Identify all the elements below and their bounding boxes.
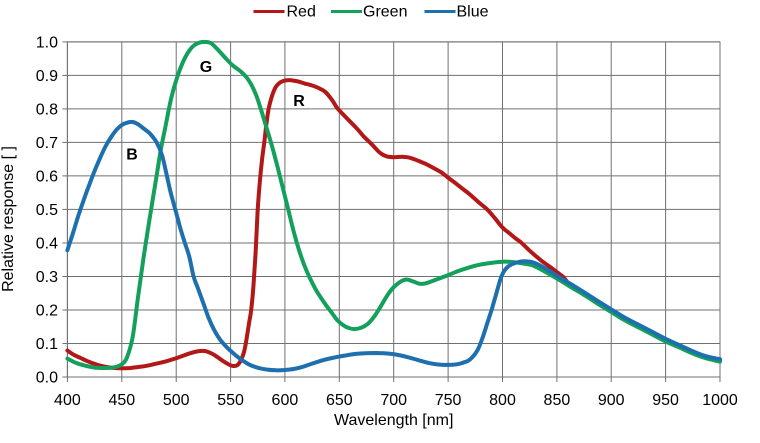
svg-text:600: 600 [272, 392, 299, 409]
svg-text:700: 700 [380, 392, 407, 409]
svg-text:0.2: 0.2 [36, 303, 58, 320]
svg-text:850: 850 [544, 392, 571, 409]
svg-text:650: 650 [326, 392, 353, 409]
svg-text:Green: Green [363, 4, 407, 21]
svg-text:0.1: 0.1 [36, 336, 58, 353]
svg-text:B: B [126, 147, 138, 164]
svg-text:Blue: Blue [457, 4, 489, 21]
svg-text:0.9: 0.9 [36, 68, 58, 85]
svg-text:950: 950 [652, 392, 679, 409]
svg-text:0.7: 0.7 [36, 135, 58, 152]
svg-text:750: 750 [435, 392, 462, 409]
svg-text:0.3: 0.3 [36, 269, 58, 286]
svg-text:0.8: 0.8 [36, 102, 58, 119]
svg-text:800: 800 [489, 392, 516, 409]
svg-text:550: 550 [217, 392, 244, 409]
svg-text:G: G [200, 59, 212, 76]
svg-text:0.0: 0.0 [36, 370, 58, 387]
svg-text:1000: 1000 [702, 392, 738, 409]
svg-text:400: 400 [54, 392, 81, 409]
svg-text:0.5: 0.5 [36, 202, 58, 219]
svg-text:Relative response [ ]: Relative response [ ] [0, 146, 17, 292]
svg-text:0.4: 0.4 [36, 236, 58, 253]
svg-text:1.0: 1.0 [36, 35, 58, 52]
svg-text:450: 450 [108, 392, 135, 409]
svg-text:Red: Red [287, 4, 316, 21]
svg-text:R: R [293, 93, 305, 110]
svg-text:Wavelength [nm]: Wavelength [nm] [334, 412, 453, 429]
svg-text:500: 500 [163, 392, 190, 409]
svg-text:0.6: 0.6 [36, 169, 58, 186]
svg-text:900: 900 [598, 392, 625, 409]
